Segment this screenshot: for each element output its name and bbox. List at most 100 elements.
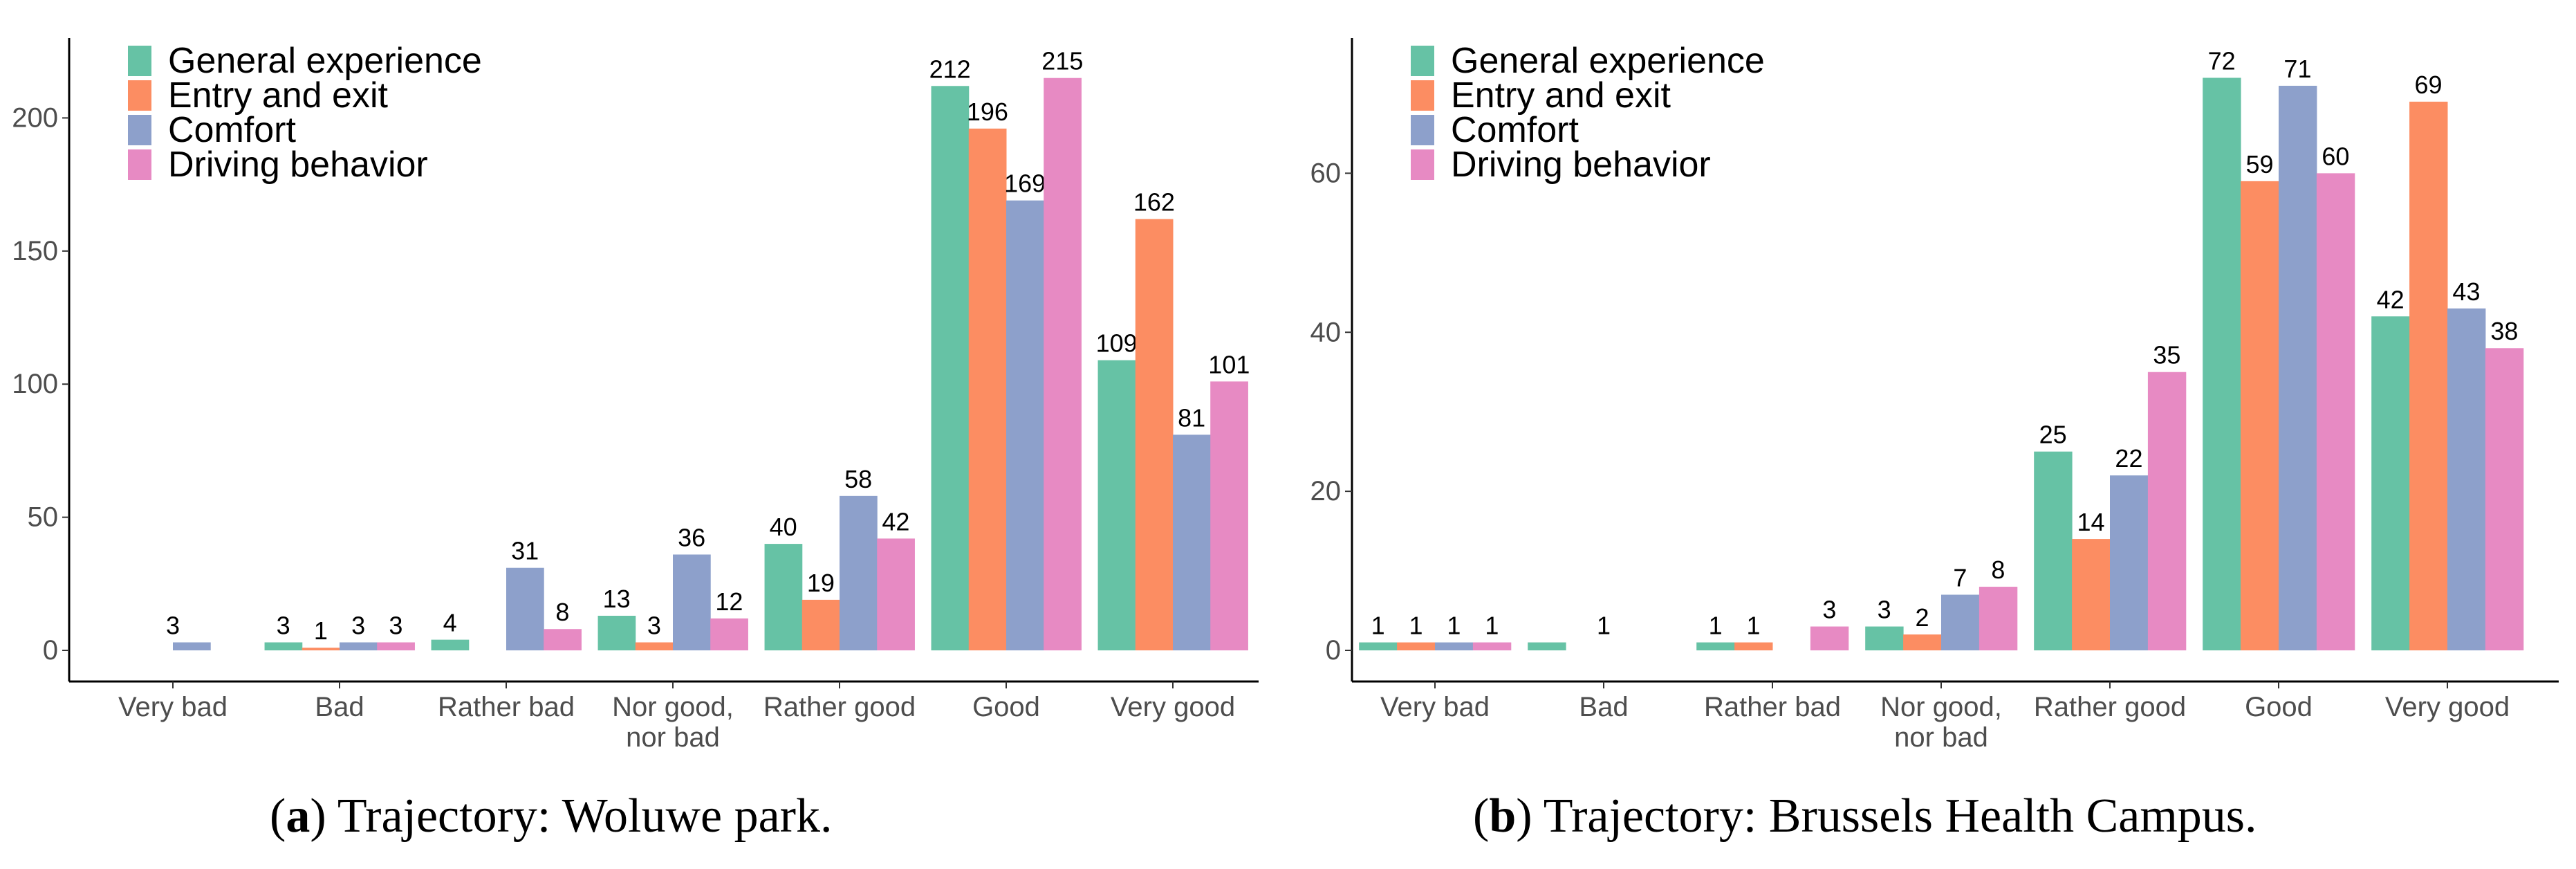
x-tick-label: Very good bbox=[1111, 692, 1235, 722]
value-label: 72 bbox=[2208, 46, 2236, 75]
value-label: 1 bbox=[1747, 612, 1761, 640]
value-label: 1 bbox=[1409, 612, 1423, 640]
value-label: 1 bbox=[1709, 612, 1723, 640]
x-tick-label: Rather good bbox=[763, 692, 916, 722]
bar bbox=[1044, 77, 1082, 650]
y-tick-label: 40 bbox=[1310, 317, 1342, 347]
bar bbox=[2485, 348, 2524, 650]
value-label: 215 bbox=[1041, 47, 1083, 75]
caption-a: (a) Trajectory: Woluwe park. bbox=[270, 789, 833, 843]
value-label: 81 bbox=[1178, 403, 1205, 432]
value-label: 69 bbox=[2415, 71, 2443, 99]
value-label: 1 bbox=[1597, 612, 1611, 640]
bar bbox=[1097, 360, 1136, 650]
bar bbox=[2034, 451, 2073, 650]
bar bbox=[1173, 434, 1211, 650]
y-tick-label: 150 bbox=[12, 236, 58, 266]
legend-label: Entry and exit bbox=[1451, 75, 1671, 116]
bar bbox=[1941, 594, 1980, 650]
bar bbox=[597, 615, 636, 650]
bar bbox=[635, 642, 674, 650]
bar bbox=[2241, 181, 2279, 650]
x-tick-label: Nor good, bbox=[612, 692, 734, 722]
value-label: 13 bbox=[603, 585, 631, 613]
value-label: 169 bbox=[1004, 170, 1046, 198]
x-tick-label: Rather bad bbox=[438, 692, 575, 722]
legend-label: Entry and exit bbox=[168, 75, 388, 116]
caption-a-letter: a bbox=[286, 789, 311, 843]
bar bbox=[710, 618, 748, 650]
bar bbox=[1472, 642, 1512, 650]
bar bbox=[1979, 587, 2018, 650]
bar bbox=[673, 554, 711, 650]
value-label: 212 bbox=[929, 55, 971, 83]
caption-b-letter: b bbox=[1489, 789, 1517, 843]
value-label: 14 bbox=[2077, 508, 2105, 536]
value-label: 109 bbox=[1096, 329, 1138, 358]
value-label: 3 bbox=[647, 611, 661, 639]
legend-swatch bbox=[1411, 149, 1434, 180]
value-label: 4 bbox=[443, 609, 457, 637]
legend-swatch bbox=[128, 115, 151, 145]
x-tick-label: nor bad bbox=[1894, 722, 1988, 753]
value-label: 2 bbox=[1916, 603, 1929, 632]
value-label: 101 bbox=[1208, 350, 1250, 378]
bar bbox=[2447, 308, 2486, 650]
bar bbox=[1210, 381, 1248, 650]
bar bbox=[1435, 642, 1474, 650]
legend-label: Comfort bbox=[168, 110, 296, 150]
bar bbox=[1397, 642, 1436, 650]
value-label: 7 bbox=[1953, 564, 1967, 592]
value-label: 3 bbox=[1878, 596, 1891, 624]
legend-swatch bbox=[128, 149, 151, 180]
value-label: 25 bbox=[2039, 421, 2067, 449]
bar bbox=[801, 599, 840, 650]
value-label: 3 bbox=[389, 611, 402, 639]
bar bbox=[2316, 173, 2355, 650]
bar bbox=[2110, 475, 2149, 650]
legend-label: Driving behavior bbox=[168, 145, 428, 185]
x-tick-label: Rather good bbox=[2034, 692, 2186, 722]
x-tick-label: nor bad bbox=[626, 722, 720, 753]
legend-swatch bbox=[1411, 80, 1434, 111]
x-tick-label: Very good bbox=[2385, 692, 2510, 722]
bar bbox=[544, 629, 582, 650]
legend-label: General experience bbox=[168, 41, 482, 81]
value-label: 19 bbox=[807, 569, 835, 597]
x-tick-label: Bad bbox=[1579, 692, 1628, 722]
y-tick-label: 0 bbox=[43, 635, 58, 666]
legend-label: Comfort bbox=[1451, 110, 1579, 150]
x-tick-label: Good bbox=[2245, 692, 2313, 722]
value-label: 1 bbox=[1447, 612, 1461, 640]
bar bbox=[173, 642, 211, 650]
legend-label: General experience bbox=[1451, 41, 1765, 81]
value-label: 40 bbox=[770, 513, 797, 541]
value-label: 43 bbox=[2452, 277, 2480, 306]
bar bbox=[840, 495, 878, 650]
y-tick-label: 0 bbox=[1326, 635, 1341, 666]
value-label: 59 bbox=[2246, 150, 2274, 179]
bar bbox=[431, 639, 470, 650]
bar bbox=[877, 538, 915, 650]
bar bbox=[1135, 219, 1174, 650]
value-label: 71 bbox=[2283, 55, 2311, 83]
value-label: 1 bbox=[314, 616, 328, 645]
value-label: 35 bbox=[2153, 341, 2180, 369]
value-label: 12 bbox=[715, 587, 743, 616]
y-tick-label: 20 bbox=[1310, 476, 1342, 506]
bar bbox=[377, 642, 415, 650]
value-label: 3 bbox=[166, 611, 180, 639]
bar bbox=[1528, 642, 1566, 650]
bar bbox=[1865, 626, 1904, 650]
value-label: 42 bbox=[882, 507, 909, 536]
x-tick-label: Very bad bbox=[1380, 692, 1490, 722]
x-tick-label: Bad bbox=[315, 692, 364, 722]
value-label: 8 bbox=[1991, 556, 2005, 584]
bar bbox=[1006, 200, 1044, 650]
x-tick-label: Very bad bbox=[118, 692, 228, 722]
value-label: 3 bbox=[1822, 596, 1836, 624]
bar bbox=[302, 648, 340, 650]
bar bbox=[2279, 85, 2317, 650]
